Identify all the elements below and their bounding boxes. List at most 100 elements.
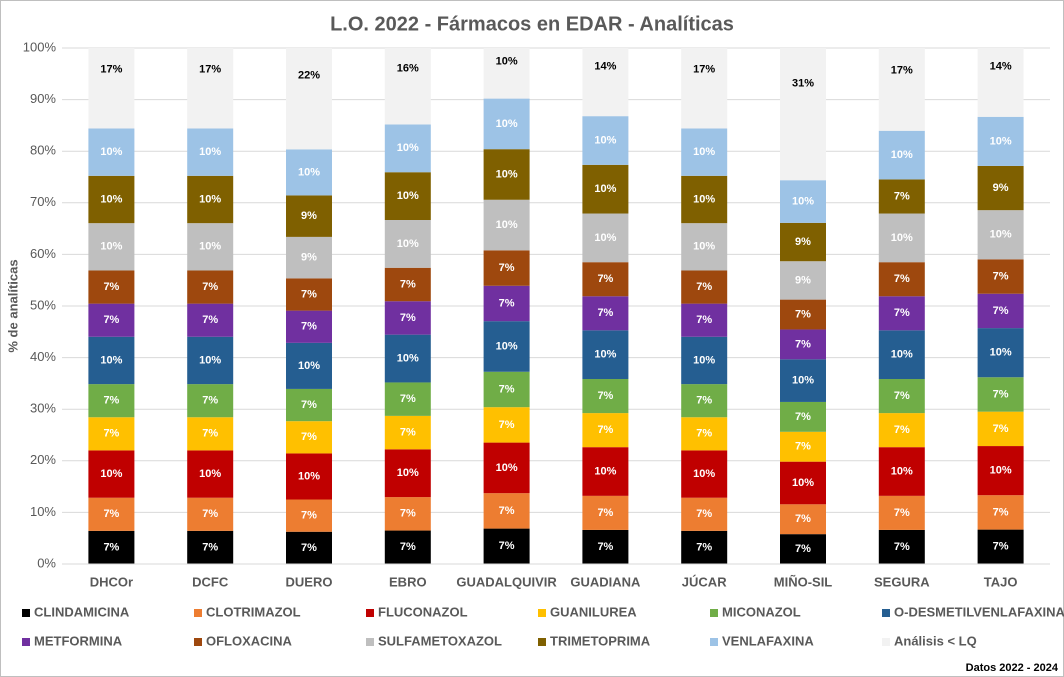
data-label: 7% — [993, 270, 1009, 282]
bar-segment — [878, 296, 925, 331]
data-label: 10% — [397, 467, 419, 479]
legend-swatch — [22, 609, 30, 617]
bar-segment — [384, 172, 431, 220]
legend-label: FLUCONAZOL — [378, 604, 468, 619]
data-label: 22% — [298, 69, 320, 81]
bar-segment — [88, 384, 135, 418]
bar-segment — [187, 417, 234, 451]
bar-segment — [483, 199, 530, 251]
data-label: 10% — [496, 168, 518, 180]
data-label: 9% — [795, 274, 811, 286]
data-label: 7% — [400, 427, 416, 439]
bar-segment — [977, 411, 1024, 447]
bar-segment — [977, 495, 1024, 530]
bar-segment — [483, 371, 530, 408]
data-label: 10% — [891, 149, 913, 161]
data-label: 10% — [100, 468, 122, 480]
bar-segment — [483, 285, 530, 322]
bar-segment — [780, 401, 826, 432]
data-label: 10% — [693, 354, 715, 366]
x-tick-label: GUADIANA — [570, 574, 641, 589]
data-label: 10% — [199, 354, 221, 366]
data-label: 7% — [597, 424, 613, 436]
data-label: 7% — [894, 390, 910, 402]
legend-label: CLOTRIMAZOL — [206, 604, 301, 619]
y-tick-label: 70% — [30, 194, 56, 209]
bar-segment — [187, 303, 234, 337]
bar-segment — [187, 223, 234, 271]
data-label: 10% — [594, 134, 616, 146]
data-label: 7% — [499, 262, 515, 274]
data-label: 10% — [792, 477, 814, 489]
bar-segment — [582, 529, 629, 564]
data-label: 7% — [795, 308, 811, 320]
data-label: 7% — [993, 388, 1009, 400]
data-label: 7% — [993, 305, 1009, 317]
y-tick-label: 50% — [30, 297, 56, 312]
y-tick-label: 90% — [30, 91, 56, 106]
data-label: 10% — [397, 238, 419, 250]
data-label: 10% — [990, 465, 1012, 477]
bar-segment — [878, 330, 925, 380]
bar-segment — [483, 48, 530, 99]
data-label: 7% — [499, 505, 515, 517]
data-label: 7% — [499, 383, 515, 395]
bar-segment — [384, 415, 431, 450]
data-label: 7% — [894, 541, 910, 553]
data-label: 10% — [891, 349, 913, 361]
bar-segment — [187, 336, 234, 385]
bar-segment — [384, 301, 431, 335]
bar-segment — [483, 321, 530, 372]
bar-segment — [286, 421, 332, 454]
data-label: 7% — [301, 431, 317, 443]
bar-segment — [681, 175, 728, 224]
legend-swatch — [882, 638, 890, 646]
bar-segment — [187, 270, 234, 304]
data-label: 7% — [400, 278, 416, 290]
data-label: 17% — [199, 64, 221, 76]
legend-label: VENLAFAXINA — [722, 633, 814, 648]
data-label: 7% — [202, 281, 218, 293]
bar-segment — [286, 48, 332, 150]
data-label: 10% — [594, 232, 616, 244]
data-label: 10% — [792, 375, 814, 387]
data-label: 7% — [103, 314, 119, 326]
data-label: 7% — [795, 441, 811, 453]
data-label: 7% — [202, 314, 218, 326]
x-tick-label: TAJO — [984, 574, 1018, 589]
data-label: 7% — [103, 508, 119, 520]
bar-segment — [483, 98, 530, 150]
data-label: 10% — [594, 349, 616, 361]
bar-segment — [187, 175, 234, 224]
bar-segment — [977, 259, 1024, 294]
bar-segment — [384, 220, 431, 268]
y-axis-label: % de analíticas — [5, 259, 20, 352]
data-label: 10% — [100, 354, 122, 366]
bar-segment — [582, 379, 629, 414]
data-label: 7% — [597, 541, 613, 553]
data-label: 10% — [199, 468, 221, 480]
x-tick-label: JÚCAR — [682, 574, 727, 589]
bar-segment — [780, 299, 826, 330]
data-label: 16% — [397, 63, 419, 75]
bar-segment — [681, 417, 728, 451]
bar-segment — [977, 48, 1024, 117]
data-label: 17% — [693, 64, 715, 76]
bar-segment — [681, 530, 728, 564]
bar-segment — [88, 417, 135, 451]
bar-segment — [582, 413, 629, 448]
data-label: 10% — [990, 229, 1012, 241]
legend-label: SULFAMETOXAZOL — [378, 633, 502, 648]
data-label: 7% — [499, 540, 515, 552]
legend-swatch — [710, 638, 718, 646]
data-label: 7% — [103, 428, 119, 440]
bar-segment — [977, 116, 1024, 166]
bar-segment — [582, 164, 629, 214]
bar-segment — [582, 296, 629, 331]
bar-segment — [977, 377, 1024, 412]
data-label: 7% — [597, 390, 613, 402]
data-label: 14% — [594, 60, 616, 72]
x-tick-label: GUADALQUIVIR — [456, 574, 557, 589]
data-label: 7% — [202, 395, 218, 407]
data-label: 10% — [891, 465, 913, 477]
